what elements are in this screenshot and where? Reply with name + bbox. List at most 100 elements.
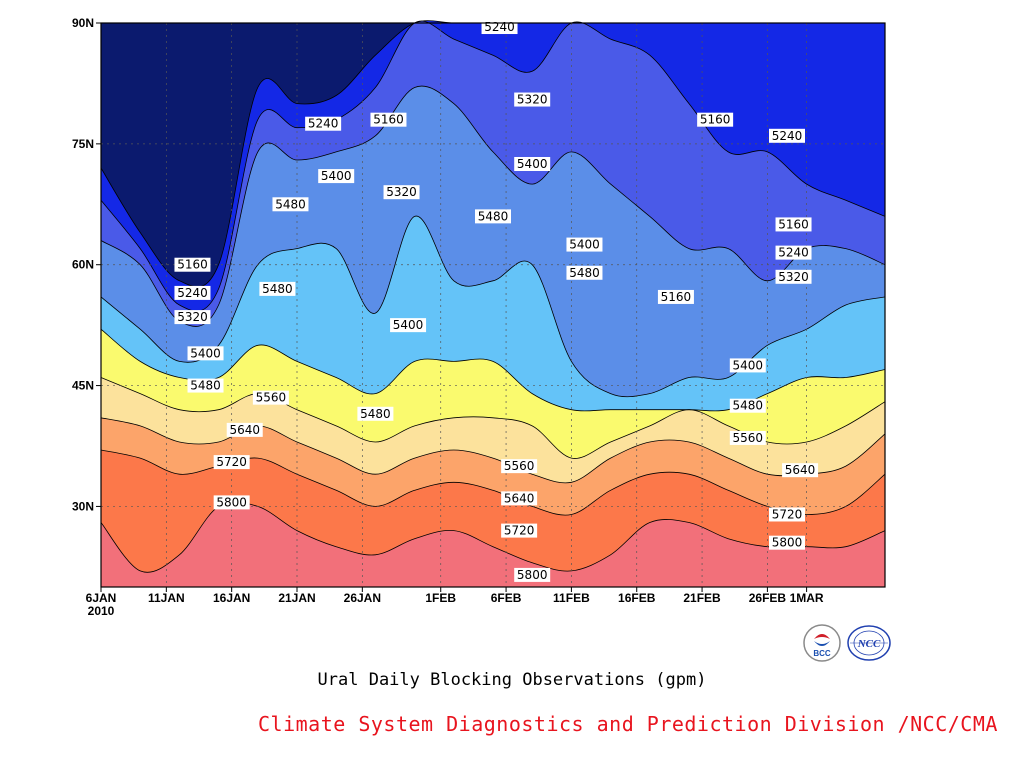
contour-label: 5160 bbox=[174, 257, 211, 272]
svg-text:5160: 5160 bbox=[177, 258, 208, 272]
contour-label: 5800 bbox=[213, 495, 250, 510]
contour-label: 5800 bbox=[769, 535, 805, 550]
contour-label: 5320 bbox=[514, 92, 551, 107]
contour-line-5640 bbox=[100, 417, 886, 484]
x-tick-label: 6FEB bbox=[491, 591, 522, 605]
contour-label: 5640 bbox=[782, 463, 819, 478]
svg-text:5800: 5800 bbox=[772, 536, 803, 550]
svg-text:5400: 5400 bbox=[321, 169, 352, 183]
x-tick-label: 21FEB bbox=[683, 591, 721, 605]
svg-text:5240: 5240 bbox=[177, 286, 208, 300]
svg-text:5160: 5160 bbox=[661, 290, 692, 304]
svg-text:5800: 5800 bbox=[517, 568, 548, 582]
svg-text:5480: 5480 bbox=[360, 407, 391, 421]
contour-label: 5400 bbox=[729, 358, 766, 373]
svg-text:5320: 5320 bbox=[177, 310, 208, 324]
svg-text:5400: 5400 bbox=[393, 318, 424, 332]
contour-label: 5560 bbox=[501, 459, 538, 474]
svg-text:5640: 5640 bbox=[785, 463, 816, 477]
contour-label: 5160 bbox=[697, 112, 734, 127]
grid-lines bbox=[101, 23, 885, 587]
x-tick-label: 11JAN bbox=[148, 591, 185, 605]
svg-text:5240: 5240 bbox=[778, 246, 809, 260]
y-axis-ticks: 30N 45N 60N 75N 90N bbox=[72, 16, 101, 513]
svg-text:5480: 5480 bbox=[733, 399, 764, 413]
contour-label: 5240 bbox=[775, 245, 812, 260]
contour-label: 5480 bbox=[566, 265, 603, 280]
svg-text:5400: 5400 bbox=[569, 238, 600, 252]
contour-label: 5480 bbox=[475, 209, 511, 224]
x-tick-label: 6JAN bbox=[86, 591, 117, 605]
contour-label: 5640 bbox=[501, 491, 538, 506]
contour-labels: 5240 5320 5160 5240 5240 5160 5400 5400 5320 5480… bbox=[174, 20, 819, 582]
svg-text:5560: 5560 bbox=[504, 459, 535, 473]
contour-label: 5480 bbox=[187, 378, 224, 393]
contour-label: 5240 bbox=[305, 116, 342, 131]
bcc-logo: BCC bbox=[802, 623, 842, 663]
svg-text:5720: 5720 bbox=[216, 455, 247, 469]
y-tick-label: 60N bbox=[72, 258, 94, 272]
contour-label: 5240 bbox=[769, 128, 805, 143]
chart-caption: Ural Daily Blocking Observations (gpm) bbox=[317, 670, 707, 690]
x-tick-label: 11FEB bbox=[553, 591, 590, 605]
plot-frame bbox=[100, 22, 886, 588]
ncc-logo: NCC bbox=[846, 623, 892, 663]
svg-text:5320: 5320 bbox=[517, 93, 548, 107]
contour-label: 5400 bbox=[390, 318, 427, 333]
svg-text:5400: 5400 bbox=[517, 157, 548, 171]
contour-label: 5400 bbox=[187, 346, 224, 361]
contour-label: 5720 bbox=[501, 523, 538, 538]
contour-label: 5480 bbox=[729, 398, 766, 413]
svg-text:5640: 5640 bbox=[229, 423, 260, 437]
x-tick-label: 16JAN bbox=[213, 591, 250, 605]
svg-text:5400: 5400 bbox=[190, 346, 221, 360]
svg-text:5560: 5560 bbox=[256, 391, 287, 405]
svg-text:5480: 5480 bbox=[569, 266, 600, 280]
svg-text:5720: 5720 bbox=[504, 524, 535, 538]
y-tick-label: 75N bbox=[72, 137, 94, 151]
ncc-logo-text: NCC bbox=[857, 638, 881, 650]
contour-label: 5320 bbox=[383, 185, 420, 200]
contour-label: 5160 bbox=[657, 289, 694, 304]
y-tick-label: 90N bbox=[72, 16, 94, 30]
svg-text:5400: 5400 bbox=[733, 358, 764, 372]
contour-label: 5400 bbox=[514, 157, 551, 171]
contour-label: 5800 bbox=[514, 567, 551, 582]
contour-label: 5320 bbox=[174, 310, 211, 325]
x-tick-label: 16FEB bbox=[618, 591, 656, 605]
contour-label: 5560 bbox=[729, 430, 766, 445]
contour-label: 5160 bbox=[775, 217, 812, 232]
bcc-logo-text: BCC bbox=[813, 649, 831, 658]
band-above-5800 bbox=[101, 501, 885, 587]
svg-text:5800: 5800 bbox=[216, 495, 247, 509]
contour-label: 5240 bbox=[481, 20, 518, 35]
svg-text:5480: 5480 bbox=[478, 209, 509, 223]
contour-label: 5720 bbox=[213, 455, 250, 470]
contour-label: 5720 bbox=[769, 507, 805, 522]
contour-label: 5400 bbox=[318, 169, 355, 184]
svg-text:5320: 5320 bbox=[386, 185, 417, 199]
credit-line: Climate System Diagnostics and Predictio… bbox=[258, 712, 998, 736]
x-tick-label: 21JAN bbox=[278, 591, 315, 605]
contour-line-5320 bbox=[100, 85, 886, 327]
x-tick-label: 1MAR bbox=[790, 591, 824, 605]
y-tick-label: 45N bbox=[72, 379, 94, 393]
svg-text:5320: 5320 bbox=[778, 270, 809, 284]
contour-label: 5640 bbox=[226, 422, 263, 437]
contour-label: 5320 bbox=[775, 269, 812, 284]
contour-label: 5480 bbox=[272, 197, 309, 212]
contour-label: 5480 bbox=[259, 281, 296, 296]
x-tick-label: 26JAN bbox=[344, 591, 381, 605]
contour-label: 5560 bbox=[252, 390, 289, 405]
x-tick-label: 1FEB bbox=[425, 591, 456, 605]
x-tick-label: 2010 bbox=[88, 604, 115, 618]
svg-text:5160: 5160 bbox=[373, 113, 404, 127]
svg-text:5640: 5640 bbox=[504, 491, 535, 505]
svg-text:5240: 5240 bbox=[772, 129, 803, 143]
contour-label: 5160 bbox=[370, 112, 407, 127]
x-tick-label: 26FEB bbox=[749, 591, 787, 605]
svg-text:5240: 5240 bbox=[308, 117, 339, 131]
contour-label: 5400 bbox=[566, 237, 603, 252]
svg-text:5480: 5480 bbox=[275, 197, 306, 211]
